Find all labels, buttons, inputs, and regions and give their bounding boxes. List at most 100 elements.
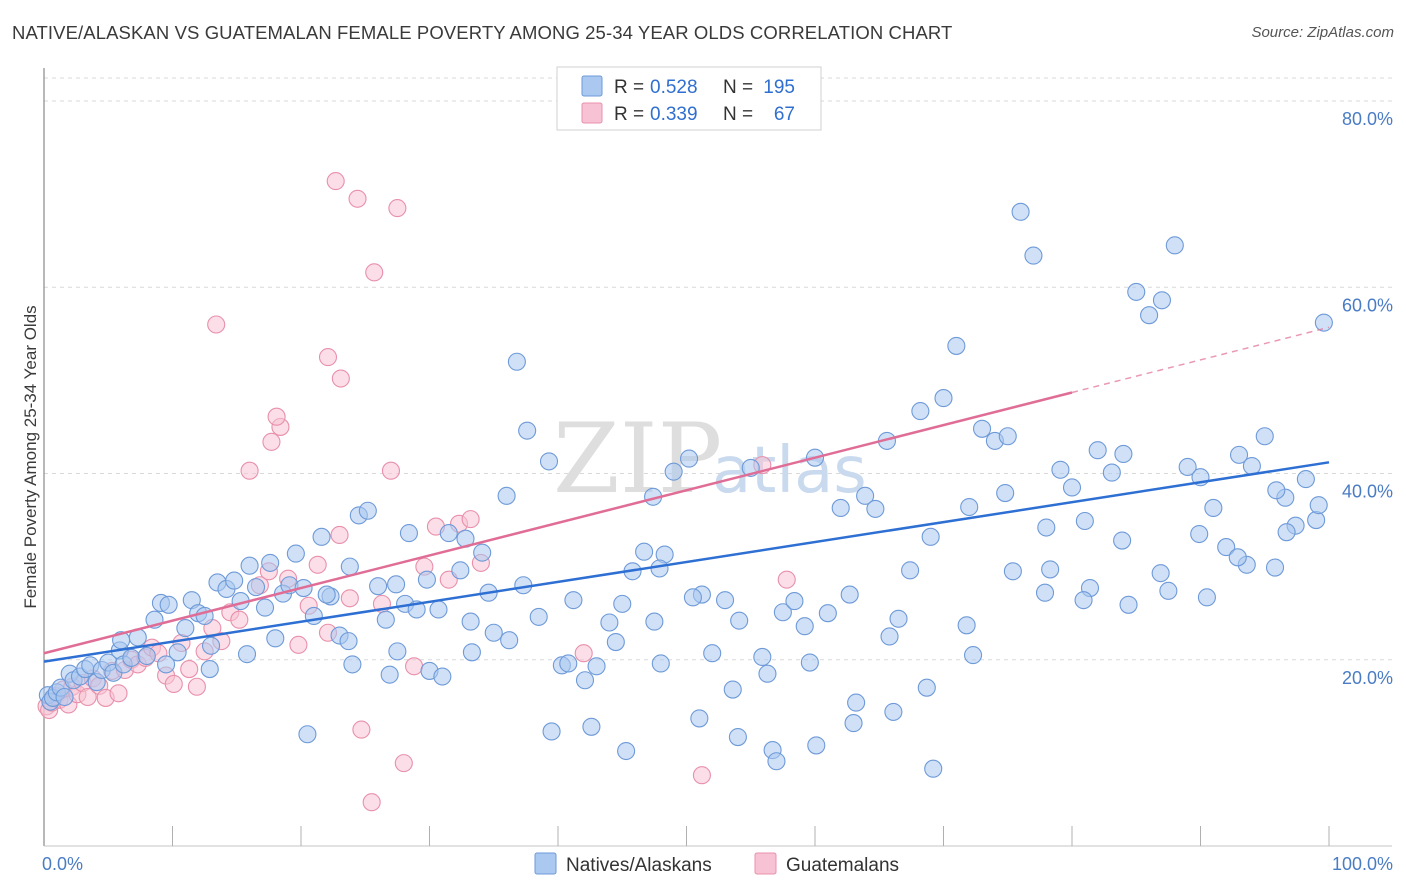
y-tick-labels: 20.0% 40.0% 60.0% 80.0% bbox=[1342, 109, 1393, 688]
y-axis-label: Female Poverty Among 25-34 Year Olds bbox=[21, 305, 40, 608]
natives-point-139 bbox=[651, 654, 670, 673]
guatemalans-point-53 bbox=[461, 510, 480, 529]
natives-point-88 bbox=[818, 604, 837, 623]
natives-point-175 bbox=[1074, 591, 1093, 610]
guatemalans-point-48 bbox=[405, 657, 424, 676]
guatemalans-point-43 bbox=[352, 720, 371, 739]
guatemalans-point-32 bbox=[240, 461, 259, 480]
natives-point-140 bbox=[690, 709, 709, 728]
x-tick-label-max: 100.0% bbox=[1332, 854, 1393, 874]
natives-point-45 bbox=[340, 557, 359, 576]
natives-point-31 bbox=[225, 571, 244, 590]
legend-swatch-pink bbox=[581, 102, 603, 124]
natives-point-163 bbox=[606, 633, 625, 652]
chart-title: NATIVE/ALASKAN VS GUATEMALAN FEMALE POVE… bbox=[12, 22, 953, 43]
natives-point-112 bbox=[1114, 444, 1133, 463]
natives-point-142 bbox=[767, 752, 786, 771]
natives-point-115 bbox=[1152, 291, 1171, 310]
legend-n-value-pink: 67 bbox=[774, 104, 795, 125]
legend-r-value-pink: 0.339 bbox=[650, 104, 698, 125]
natives-point-174 bbox=[1035, 583, 1055, 602]
legend-swatch-natives bbox=[534, 852, 557, 875]
natives-point-145 bbox=[884, 702, 903, 721]
natives-point-149 bbox=[1041, 560, 1060, 579]
natives-point-54 bbox=[429, 600, 448, 619]
guatemalans-point-57 bbox=[777, 570, 796, 589]
natives-point-5 bbox=[55, 687, 74, 707]
natives-point-95 bbox=[901, 561, 920, 580]
natives-point-147 bbox=[964, 646, 983, 665]
natives-point-53 bbox=[417, 570, 436, 589]
guatemalans-point-15 bbox=[109, 684, 128, 703]
natives-point-131 bbox=[339, 632, 358, 651]
natives-point-158 bbox=[388, 642, 407, 661]
natives-point-62 bbox=[518, 421, 537, 440]
guatemalans-point-60 bbox=[326, 172, 345, 191]
guatemalans-point-62 bbox=[388, 199, 407, 218]
legend-n-value-blue: 195 bbox=[763, 77, 795, 98]
natives-point-28 bbox=[202, 636, 221, 655]
natives-point-59 bbox=[484, 623, 503, 642]
natives-point-82 bbox=[753, 647, 772, 667]
natives-point-103 bbox=[998, 427, 1017, 446]
natives-point-110 bbox=[1088, 441, 1107, 460]
guatemalans-point-66 bbox=[331, 369, 350, 388]
natives-point-97 bbox=[921, 527, 940, 546]
natives-point-85 bbox=[785, 592, 804, 611]
guatemalans-trend-line bbox=[43, 391, 1073, 655]
natives-point-63 bbox=[529, 607, 548, 626]
source-label: Source: ZipAtlas.com bbox=[1251, 24, 1394, 41]
natives-point-124 bbox=[1265, 558, 1285, 577]
correlation-legend: R = 0.528 N = 195 R = 0.339 N = 67 bbox=[556, 66, 822, 131]
natives-point-182 bbox=[157, 655, 176, 674]
guatemalans-point-37 bbox=[289, 635, 308, 654]
natives-point-120 bbox=[1217, 538, 1236, 557]
natives-point-80 bbox=[730, 611, 749, 630]
natives-point-68 bbox=[587, 657, 606, 676]
natives-point-148 bbox=[1003, 562, 1022, 581]
natives-point-92 bbox=[866, 499, 885, 518]
natives-point-135 bbox=[500, 631, 519, 650]
legend-r-label-pink: R = bbox=[614, 104, 644, 125]
natives-point-143 bbox=[807, 736, 826, 755]
legend-n-label-pink: N = bbox=[723, 104, 753, 125]
guatemalans-point-25 bbox=[180, 660, 199, 679]
natives-point-61 bbox=[507, 352, 526, 371]
y-tick-label-60: 60.0% bbox=[1342, 295, 1393, 315]
legend-swatch-blue bbox=[581, 75, 603, 97]
natives-point-89 bbox=[831, 498, 850, 518]
natives-point-170 bbox=[880, 627, 899, 646]
guatemalans-point-55 bbox=[574, 644, 593, 663]
natives-point-39 bbox=[286, 544, 305, 563]
natives-point-109 bbox=[1075, 511, 1094, 531]
natives-point-178 bbox=[1190, 524, 1209, 544]
natives-point-36 bbox=[266, 629, 285, 648]
natives-point-164 bbox=[645, 612, 664, 631]
natives-point-42 bbox=[312, 527, 331, 546]
legend-r-value-blue: 0.528 bbox=[650, 77, 698, 98]
guatemalans-point-46 bbox=[381, 461, 401, 480]
trend-lines bbox=[43, 326, 1330, 663]
natives-point-48 bbox=[369, 577, 388, 596]
guatemalans-point-63 bbox=[365, 263, 384, 282]
natives-point-100 bbox=[960, 497, 979, 517]
natives-point-66 bbox=[564, 591, 583, 610]
natives-point-94 bbox=[889, 609, 908, 628]
natives-point-166 bbox=[723, 680, 742, 699]
natives-point-70 bbox=[613, 594, 632, 613]
natives-point-132 bbox=[380, 665, 399, 684]
natives-point-185 bbox=[261, 553, 280, 572]
guatemalans-point-41 bbox=[330, 525, 349, 545]
natives-point-98 bbox=[934, 389, 953, 408]
natives-point-165 bbox=[683, 588, 702, 607]
natives-point-108 bbox=[1062, 478, 1082, 497]
natives-point-91 bbox=[856, 486, 875, 505]
guatemalans-point-44 bbox=[362, 793, 381, 812]
natives-point-156 bbox=[1309, 496, 1328, 515]
natives-point-176 bbox=[1113, 531, 1132, 550]
guatemalans-point-64 bbox=[318, 348, 338, 367]
natives-point-99 bbox=[947, 336, 966, 355]
natives-point-186 bbox=[343, 655, 362, 674]
natives-point-23 bbox=[168, 643, 187, 662]
